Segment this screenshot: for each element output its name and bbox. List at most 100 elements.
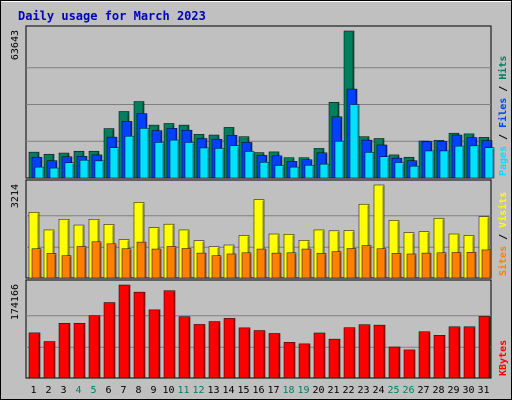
legend-pages: Pages (498, 146, 509, 176)
x-tick-label-14: 14 (222, 385, 234, 396)
bar-pages-day-12 (199, 147, 210, 179)
x-tick-label-16: 16 (252, 385, 264, 396)
bar-kbytes-day-12 (193, 324, 206, 379)
bar-visits-day-16-shade (262, 200, 264, 278)
bar-sites-day-3 (61, 255, 72, 279)
bar-sites-day-23-shade (369, 246, 371, 278)
bar-sites-day-8-shade (144, 243, 146, 278)
bar-kbytes-day-18 (283, 342, 296, 379)
bar-pages-day-4 (79, 159, 90, 179)
x-tick-label-11: 11 (177, 385, 189, 396)
bar-sites-day-20 (316, 253, 327, 279)
bar-kbytes-day-25-shade (398, 348, 400, 378)
bar-kbytes-day-4 (73, 323, 86, 379)
bar-sites-day-29-shade (459, 253, 461, 278)
bar-visits-day-3-shade (67, 220, 69, 278)
x-tick-label-17: 17 (267, 385, 279, 396)
bar-visits-day-31-shade (487, 217, 489, 278)
x-tick-label-5: 5 (90, 385, 96, 396)
bar-sites-day-24 (376, 248, 387, 279)
bar-sites-day-16 (256, 248, 267, 279)
legend-visits: Visits (497, 192, 509, 228)
bar-kbytes-day-19 (298, 343, 311, 379)
bar-kbytes-day-20-shade (323, 334, 325, 378)
bar-pages-day-3-shade (72, 163, 74, 178)
bar-pages-day-28-shade (447, 152, 449, 178)
x-tick-label-1: 1 (30, 385, 36, 396)
bar-pages-day-7-shade (132, 137, 134, 178)
x-tick-label-28: 28 (432, 385, 444, 396)
bar-kbytes-day-28-shade (443, 336, 445, 378)
bar-kbytes-day-2 (43, 341, 56, 379)
bar-pages-day-4-shade (87, 161, 89, 178)
bar-kbytes-day-2-shade (53, 342, 55, 378)
bar-kbytes-day-10-shade (173, 291, 175, 378)
bar-kbytes-day-7-shade (128, 286, 130, 378)
x-tick-label-22: 22 (342, 385, 354, 396)
bar-pages-day-28 (439, 150, 450, 179)
bar-pages-day-17 (274, 165, 285, 179)
bar-kbytes-day-15-shade (248, 329, 250, 378)
bar-sites-day-6-shade (114, 245, 116, 278)
x-tick-label-6: 6 (105, 385, 111, 396)
bar-visits-day-28-shade (442, 219, 444, 278)
bar-pages-day-25 (394, 162, 405, 179)
bar-pages-day-23-shade (372, 153, 374, 178)
bar-kbytes-day-5 (88, 315, 101, 379)
bar-pages-day-2 (49, 167, 60, 179)
x-tick-label-19: 19 (297, 385, 309, 396)
bar-visits-day-1-shade (37, 213, 39, 278)
x-tick-label-23: 23 (357, 385, 369, 396)
bar-sites-day-26-shade (414, 255, 416, 278)
bar-sites-day-17-shade (279, 254, 281, 278)
bar-sites-day-26 (406, 253, 417, 279)
bar-sites-day-29 (451, 252, 462, 279)
bar-visits-day-8-shade (142, 203, 144, 278)
bar-sites-day-9 (151, 248, 162, 279)
bar-kbytes-day-22-shade (353, 328, 355, 378)
bar-kbytes-day-5-shade (98, 316, 100, 378)
bar-kbytes-day-21 (328, 338, 341, 379)
bar-sites-day-21 (331, 251, 342, 279)
bar-kbytes-day-6 (103, 302, 116, 379)
x-tick-label-7: 7 (120, 385, 126, 396)
bar-sites-day-27 (421, 252, 432, 279)
bar-pages-day-13 (214, 148, 225, 179)
panel-bottom-series-label: KBytes (498, 340, 509, 376)
bar-pages-day-13-shade (222, 149, 224, 178)
bar-pages-day-23 (364, 152, 375, 179)
bar-sites-day-1-shade (39, 249, 41, 278)
bar-kbytes-day-22 (343, 327, 356, 379)
bar-sites-day-1 (31, 248, 42, 279)
bar-sites-day-14-shade (234, 255, 236, 278)
legend-separator: / (498, 228, 509, 246)
bar-pages-day-22 (349, 104, 360, 179)
bar-sites-day-10 (166, 246, 177, 279)
bar-sites-day-10-shade (174, 247, 176, 278)
x-tick-label-12: 12 (192, 385, 204, 396)
panel-top-series-label: Pages / Files / Hits (497, 56, 509, 176)
bar-pages-day-22-shade (357, 105, 359, 178)
bar-kbytes-day-30 (463, 326, 476, 379)
bar-pages-day-17-shade (282, 166, 284, 178)
bar-kbytes-day-26 (403, 349, 416, 379)
bar-kbytes-day-9-shade (158, 311, 160, 378)
bar-sites-day-31 (481, 249, 492, 279)
bar-pages-day-14 (229, 145, 240, 179)
bar-kbytes-day-19-shade (308, 345, 310, 378)
bar-sites-day-30 (466, 251, 477, 279)
bar-pages-day-15-shade (252, 152, 254, 178)
legend-separator: / (498, 128, 509, 146)
bar-pages-day-5 (94, 160, 105, 179)
bar-kbytes-day-12-shade (203, 325, 205, 378)
bar-sites-day-6 (106, 243, 117, 279)
bar-pages-day-1 (34, 166, 45, 179)
bar-pages-day-8-shade (147, 129, 149, 178)
bar-sites-day-17 (271, 252, 282, 279)
legend-sites: Sites (497, 246, 509, 276)
bar-kbytes-day-24-shade (383, 326, 385, 378)
bar-kbytes-day-1-shade (38, 334, 40, 378)
x-tick-label-9: 9 (150, 385, 156, 396)
bar-sites-day-9-shade (159, 250, 161, 278)
x-tick-label-15: 15 (237, 385, 249, 396)
